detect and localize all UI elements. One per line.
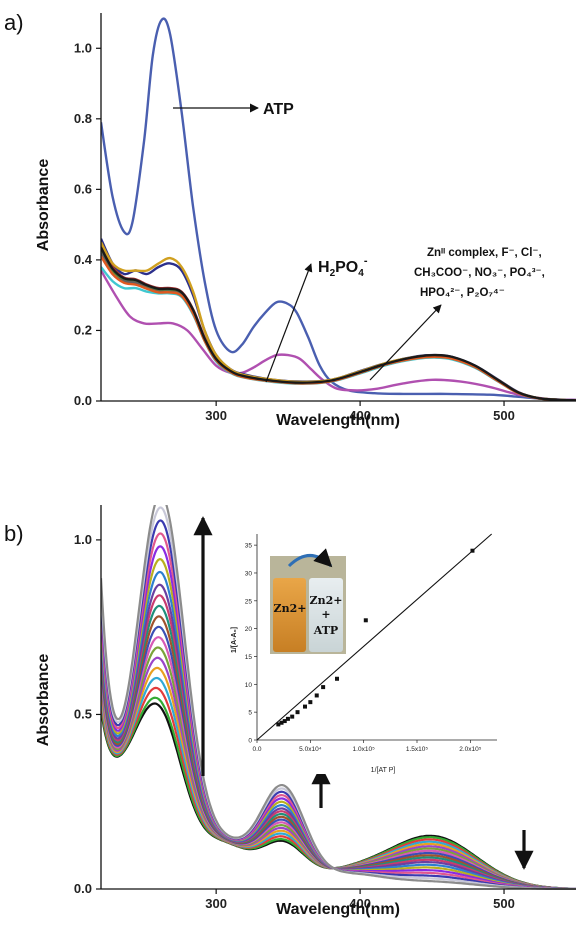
panel-b-y-tick-label: 1.0	[74, 532, 92, 547]
inset-data-point	[470, 548, 475, 553]
inset-xlabel: 1/[AT P]	[371, 767, 396, 774]
series-line-h2po4	[101, 269, 576, 402]
inset-data-point	[321, 685, 326, 690]
vial-zn-atp-label-plus: +	[321, 608, 330, 621]
inset-background	[222, 518, 532, 774]
vial-zn-atp	[309, 578, 343, 652]
panel-a-x-tick-label: 400	[349, 408, 371, 423]
inset-y-tick-label: 25	[245, 598, 253, 605]
inset-fit-line	[256, 533, 493, 741]
inset-data-point	[314, 693, 319, 698]
panel-b-y-tick-label: 0.0	[74, 881, 92, 896]
panel-a-ylabel: Absorbance	[35, 159, 52, 252]
panel-a: a) 300 400 500 0.0 0.2 0.4 0.6 0.8 1.0 Absorbanc…	[4, 10, 576, 429]
inset-data-point	[363, 618, 368, 623]
inset-y-tick-label: 15	[245, 654, 253, 661]
vial-zn	[273, 578, 306, 652]
inset-y-tick-label: 30	[245, 570, 253, 577]
titration-curve	[101, 505, 576, 890]
panel-a-x-tick-label: 300	[205, 408, 227, 423]
h2po4-arrow	[265, 263, 313, 383]
panel-a-y-tick-label: 1.0	[74, 40, 92, 55]
vial-zn-atp-label-bottom: ATP	[313, 624, 338, 637]
inset-x-tick-label: 1.0x10⁵	[353, 746, 376, 753]
others-annotation-line3: HPO₄²⁻, P₂O₇⁴⁻	[420, 287, 505, 299]
panel-a-series	[101, 17, 576, 402]
panel-a-x-tick-label: 500	[493, 408, 515, 423]
inset-y-tick-label: 35	[245, 543, 253, 550]
panel-a-label: a)	[4, 10, 24, 35]
inset-y-tick-label: 0	[248, 738, 252, 745]
panel-b-x-tick-label: 500	[493, 896, 515, 911]
panel-a-y-tick-label: 0.6	[74, 181, 92, 196]
panel-a-axes: 300 400 500 0.0 0.2 0.4 0.6 0.8 1.0	[74, 13, 576, 423]
others-arrow	[369, 304, 442, 381]
inset-axes: 0.0 5.0x10⁴ 1.0x10⁵ 1.5x10⁵ 2.0x10⁵ 0 5 10 15 20 2…	[245, 533, 497, 753]
inset-y-tick-label: 5	[248, 710, 252, 717]
inset-data-point	[308, 700, 313, 705]
curved-arrow-icon	[287, 548, 333, 568]
inset-x-tick-label: 2.0x10⁵	[459, 746, 482, 753]
panel-a-y-tick-label: 0.0	[74, 393, 92, 408]
panel-a-y-tick-label: 0.2	[74, 322, 92, 337]
series-line-atp	[101, 17, 576, 402]
inset-data-point	[335, 676, 339, 681]
inset-data-point	[276, 722, 281, 727]
panel-a-y-tick-label: 0.8	[74, 111, 92, 126]
panel-b-x-tick-label: 300	[205, 896, 227, 911]
vial-zn-label: Zn2+	[274, 602, 307, 615]
vial-zn-atp-label-top: Zn2+	[310, 594, 343, 607]
inset-data-point	[279, 720, 284, 725]
atp-annotation: ATP	[263, 101, 294, 118]
panel-b-xlabel: Wavelength(nm)	[276, 901, 400, 918]
inset-data-point	[285, 716, 290, 721]
inset-x-tick-label: 1.5x10⁵	[406, 746, 429, 753]
panel-b-series	[101, 505, 576, 890]
panel-b-label: b)	[4, 521, 24, 546]
inset-data-point	[295, 710, 300, 715]
panel-b-ylabel: Absorbance	[35, 654, 52, 747]
inset-points	[276, 548, 475, 727]
series-line-p2o7	[101, 247, 576, 402]
inset-x-tick-label: 0.0	[252, 746, 261, 753]
h2po4-annotation: H2PO4-	[318, 255, 368, 279]
panel-a-y-tick-label: 0.4	[74, 252, 93, 267]
inset-data-point	[303, 704, 307, 709]
vial-photo: Zn2+ Zn2+ + ATP	[270, 548, 346, 654]
inset-y-tick-label: 20	[245, 626, 253, 633]
others-annotation-line1: Znᴵᴵ complex, F⁻, Cl⁻,	[427, 247, 542, 259]
inset-plot: 0.0 5.0x10⁴ 1.0x10⁵ 1.5x10⁵ 2.0x10⁵ 0 5 10 15 20 2…	[222, 518, 532, 774]
inset-data-point	[282, 719, 287, 724]
others-annotation-line2: CH₃COO⁻, NO₃⁻, PO₄³⁻,	[414, 267, 545, 279]
panel-b-y-tick-label: 0.5	[74, 706, 92, 721]
inset-y-tick-label: 10	[245, 682, 253, 689]
panel-b-x-tick-label: 400	[349, 896, 371, 911]
panel-a-xlabel: Wavelength(nm)	[276, 412, 400, 429]
inset-x-tick-label: 5.0x10⁴	[299, 746, 322, 753]
inset-ylabel: 1/[A-A₀]	[231, 627, 238, 653]
inset-data-point	[290, 714, 295, 719]
